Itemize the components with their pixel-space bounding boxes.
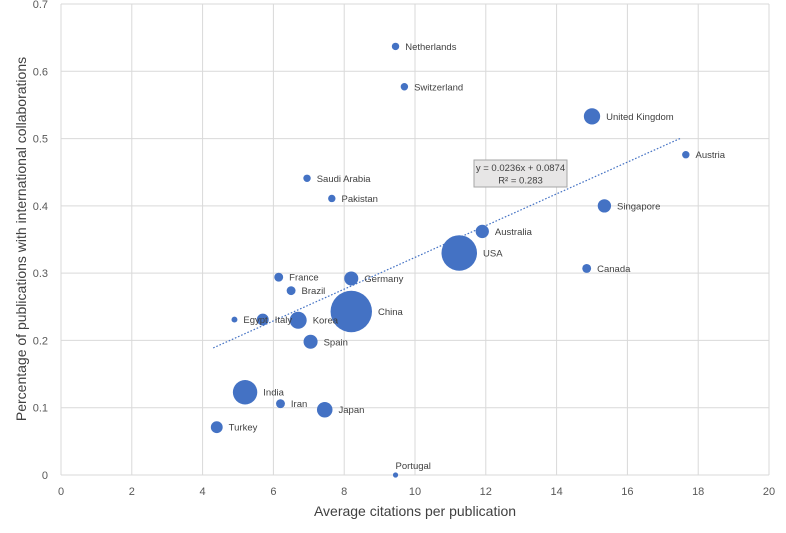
point-label: Germany bbox=[364, 274, 403, 285]
point-label: Pakistan bbox=[342, 194, 378, 205]
y-tick-label: 0.2 bbox=[33, 335, 48, 347]
y-tick-label: 0.3 bbox=[33, 268, 48, 280]
y-tick-label: 0.4 bbox=[33, 201, 48, 213]
point-labels: Netherlands Switzerland United Kingdom Aust… bbox=[229, 42, 726, 472]
x-tick-label: 0 bbox=[58, 486, 64, 498]
data-point bbox=[328, 194, 336, 203]
data-point bbox=[583, 108, 601, 125]
point-label: France bbox=[289, 273, 319, 284]
data-point bbox=[682, 151, 690, 159]
data-point bbox=[392, 472, 399, 478]
axis-ticks: 0 2 4 6 8 10 12 14 16 18 20 0 0.1 0.2 0.3 0.4 0.5 0.6 0.7 bbox=[33, 0, 775, 498]
point-label: Portugal bbox=[396, 461, 431, 472]
point-label: Netherlands bbox=[405, 42, 456, 53]
x-tick-label: 2 bbox=[129, 486, 135, 498]
trendline-equation: y = 0.0236x + 0.0874 bbox=[476, 163, 565, 174]
point-label: Canada bbox=[597, 264, 631, 275]
data-point bbox=[400, 83, 409, 91]
data-point bbox=[210, 421, 223, 434]
point-label: Korea bbox=[313, 316, 339, 327]
y-tick-label: 0 bbox=[42, 470, 48, 482]
y-tick-label: 0.6 bbox=[33, 66, 48, 78]
data-point bbox=[597, 199, 612, 213]
x-tick-label: 8 bbox=[341, 486, 347, 498]
point-label: Spain bbox=[324, 337, 348, 348]
x-tick-label: 14 bbox=[550, 486, 562, 498]
point-label: Brazil bbox=[302, 286, 326, 297]
data-point bbox=[231, 316, 238, 323]
data-point bbox=[274, 272, 284, 282]
point-label: United Kingdom bbox=[606, 112, 674, 123]
point-label: Turkey bbox=[229, 423, 258, 434]
data-point bbox=[316, 401, 333, 418]
x-tick-label: 4 bbox=[200, 486, 206, 498]
data-point bbox=[330, 290, 372, 333]
x-tick-label: 12 bbox=[480, 486, 492, 498]
point-label: Italy bbox=[275, 315, 293, 326]
x-axis-title: Average citations per publication bbox=[314, 503, 516, 519]
point-label: Egypt bbox=[243, 315, 268, 326]
x-tick-label: 6 bbox=[270, 486, 276, 498]
point-label: China bbox=[378, 307, 404, 318]
point-label: Saudi Arabia bbox=[317, 174, 372, 185]
data-point bbox=[289, 311, 307, 329]
data-point bbox=[303, 174, 311, 182]
data-point bbox=[286, 286, 296, 296]
data-point bbox=[582, 263, 592, 273]
y-tick-label: 0.5 bbox=[33, 134, 48, 146]
x-tick-label: 16 bbox=[621, 486, 633, 498]
y-tick-label: 0.7 bbox=[33, 0, 48, 11]
data-point bbox=[303, 334, 318, 349]
point-label: USA bbox=[483, 248, 503, 259]
point-label: Japan bbox=[339, 405, 365, 416]
data-point bbox=[232, 380, 258, 405]
trendline-r-squared: R² = 0.283 bbox=[498, 176, 543, 187]
x-tick-label: 10 bbox=[409, 486, 421, 498]
point-label: Iran bbox=[291, 399, 307, 410]
x-tick-label: 18 bbox=[692, 486, 704, 498]
point-label: Australia bbox=[495, 227, 533, 238]
data-point bbox=[344, 271, 359, 286]
data-point bbox=[256, 313, 269, 326]
point-label: Austria bbox=[696, 150, 726, 161]
point-label: Switzerland bbox=[414, 82, 463, 93]
data-point bbox=[475, 224, 489, 239]
equation-box-background bbox=[473, 159, 568, 188]
y-tick-label: 0.1 bbox=[33, 403, 48, 415]
data-point bbox=[441, 235, 478, 271]
point-label: India bbox=[263, 388, 284, 399]
y-axis-title: Percentage of publications with internat… bbox=[13, 57, 29, 421]
data-point bbox=[391, 42, 400, 51]
point-label: Singapore bbox=[617, 201, 660, 212]
data-point bbox=[276, 399, 285, 409]
data-points bbox=[210, 42, 690, 478]
trendline-equation-box: y = 0.0236x + 0.0874 R² = 0.283 bbox=[473, 159, 568, 188]
x-tick-label: 20 bbox=[763, 486, 775, 498]
grid bbox=[60, 3, 770, 476]
